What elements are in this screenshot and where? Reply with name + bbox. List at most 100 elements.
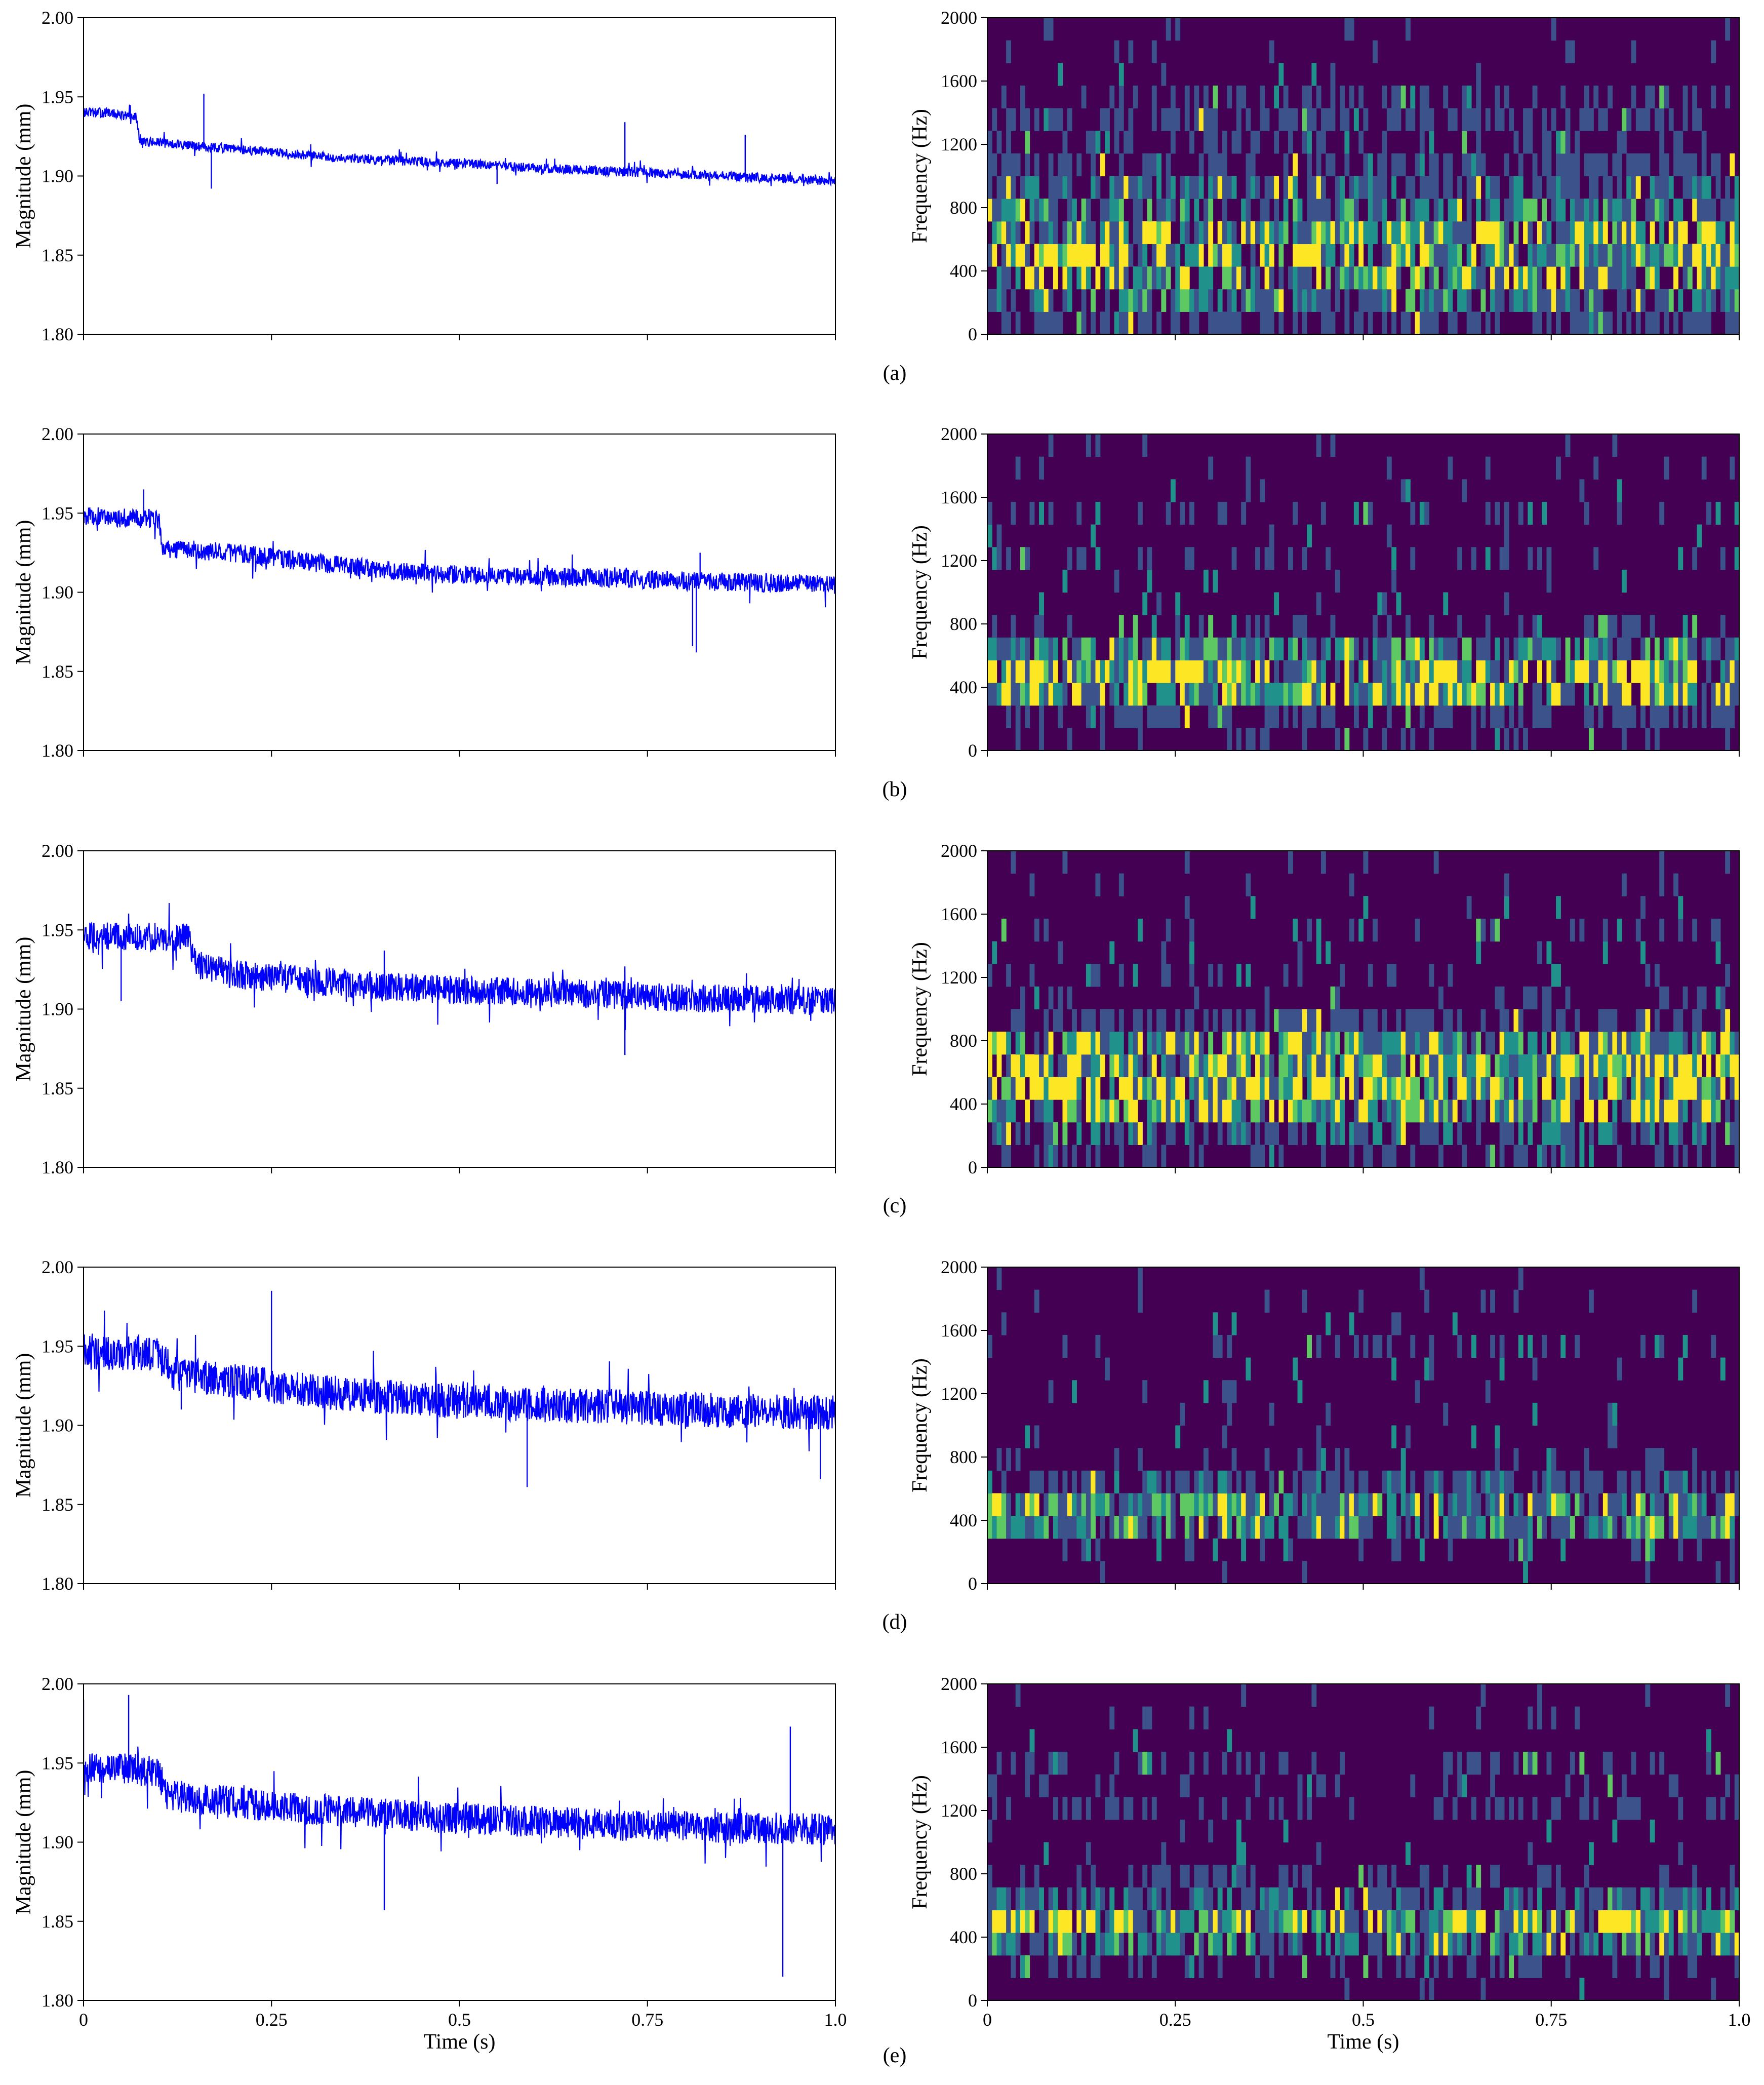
y-tick-label: 1.85 xyxy=(42,661,73,682)
x-tick-label: 0.25 xyxy=(1159,2010,1191,2030)
y-tick-label: 1.90 xyxy=(42,1415,73,1436)
y-axis-label: Magnitude (mm) xyxy=(12,520,35,665)
y-tick-label: 1.90 xyxy=(42,999,73,1019)
y-tick-label: 2.00 xyxy=(42,1257,73,1277)
y-tick-label: 1.80 xyxy=(42,1990,73,2011)
spectrogram-cells xyxy=(987,1684,1740,2001)
x-tick-label: 0.25 xyxy=(256,2010,288,2030)
y-tick-label: 1200 xyxy=(941,550,977,571)
spectrogram-chart: 0 400 800 1200 1600 2000 Frequency (Hz) xyxy=(908,8,1740,344)
y-axis-label: Frequency (Hz) xyxy=(908,525,932,659)
magnitude-chart: 1.80 1.85 1.90 1.95 2.00 0 0.25 0.5 0.75 1.0 Magni… xyxy=(12,1674,847,2054)
y-tick-label: 1200 xyxy=(941,1384,977,1404)
y-tick-label: 1.80 xyxy=(42,1157,73,1177)
panel-label: (c) xyxy=(883,1194,907,1217)
y-tick-label: 1.95 xyxy=(42,1753,73,1773)
y-tick-label: 2000 xyxy=(941,1674,977,1694)
y-tick-label: 1.95 xyxy=(42,920,73,940)
y-tick-label: 1600 xyxy=(941,1320,977,1341)
y-axis-label: Frequency (Hz) xyxy=(908,109,932,243)
magnitude-chart: 1.80 1.85 1.90 1.95 2.00 Magnitude (mm) xyxy=(12,8,836,344)
y-tick-label: 0 xyxy=(968,1990,977,2011)
x-tick-label: 0.5 xyxy=(448,2010,471,2030)
y-tick-label: 2.00 xyxy=(42,424,73,444)
spectrogram-cells xyxy=(987,18,1740,335)
y-tick-label: 1.95 xyxy=(42,87,73,107)
y-axis-label: Frequency (Hz) xyxy=(908,1358,932,1492)
magnitude-series-line xyxy=(84,1746,835,1867)
panel-label: (a) xyxy=(883,362,907,385)
y-tick-label: 2000 xyxy=(941,1257,977,1277)
y-tick-label: 1.85 xyxy=(42,1078,73,1098)
y-tick-label: 1.90 xyxy=(42,166,73,186)
y-tick-label: 1600 xyxy=(941,71,977,91)
y-tick-label: 400 xyxy=(950,261,977,281)
panel-label: (b) xyxy=(883,778,907,801)
spectrogram-chart: 0 400 800 1200 1600 2000 Frequency (Hz) xyxy=(908,1257,1740,1594)
y-tick-label: 1600 xyxy=(941,904,977,924)
y-tick-label: 1.95 xyxy=(42,503,73,523)
magnitude-chart: 1.80 1.85 1.90 1.95 2.00 Magnitude (mm) xyxy=(12,1257,836,1594)
panel-label: (d) xyxy=(883,1610,907,1634)
y-tick-label: 1.80 xyxy=(42,1573,73,1594)
spectrogram-chart: 0 400 800 1200 1600 2000 0 0.25 0.5 0.75 1.0 Freque… xyxy=(908,1674,1751,2054)
y-tick-label: 1.90 xyxy=(42,1832,73,1853)
x-tick-label: 0.5 xyxy=(1352,2010,1375,2030)
spectrogram-chart: 0 400 800 1200 1600 2000 Frequency (Hz) xyxy=(908,424,1740,761)
y-tick-label: 1200 xyxy=(941,967,977,988)
y-tick-label: 1600 xyxy=(941,1737,977,1757)
y-tick-label: 0 xyxy=(968,1157,977,1177)
y-tick-label: 400 xyxy=(950,677,977,697)
y-tick-label: 1.90 xyxy=(42,582,73,603)
spectrogram-cells xyxy=(987,1267,1740,1584)
spectrogram-chart: 0 400 800 1200 1600 2000 Frequency (Hz) xyxy=(908,841,1740,1177)
y-axis-label: Magnitude (mm) xyxy=(12,1353,35,1498)
left-plot-frame xyxy=(83,434,836,751)
y-tick-label: 800 xyxy=(950,1447,977,1467)
magnitude-series-line xyxy=(84,507,835,608)
y-tick-label: 1600 xyxy=(941,487,977,507)
y-tick-label: 1200 xyxy=(941,1800,977,1821)
x-tick-label: 0 xyxy=(983,2010,992,2030)
left-plot-frame xyxy=(83,1267,836,1584)
magnitude-chart: 1.80 1.85 1.90 1.95 2.00 Magnitude (mm) xyxy=(12,841,836,1177)
y-tick-label: 2.00 xyxy=(42,8,73,28)
left-plot-frame xyxy=(83,1683,836,2001)
y-tick-label: 0 xyxy=(968,1573,977,1594)
y-tick-label: 2000 xyxy=(941,424,977,444)
spectrogram-cells xyxy=(987,434,1740,751)
y-tick-label: 800 xyxy=(950,614,977,634)
magnitude-series-line xyxy=(84,1310,835,1451)
y-tick-label: 1.85 xyxy=(42,1494,73,1515)
y-tick-label: 0 xyxy=(968,740,977,761)
y-tick-label: 400 xyxy=(950,1510,977,1530)
magnitude-series-line xyxy=(84,902,835,1030)
y-tick-label: 2000 xyxy=(941,8,977,28)
y-tick-label: 1.95 xyxy=(42,1336,73,1356)
y-tick-label: 1.85 xyxy=(42,1911,73,1932)
x-tick-label: 0.75 xyxy=(1535,2010,1567,2030)
panel-label: (e) xyxy=(883,2044,907,2067)
y-axis-label: Magnitude (mm) xyxy=(12,104,35,249)
y-tick-label: 1200 xyxy=(941,134,977,154)
y-axis-label: Magnitude (mm) xyxy=(12,1770,35,1915)
y-tick-label: 800 xyxy=(950,198,977,218)
y-tick-label: 1.85 xyxy=(42,245,73,265)
y-tick-label: 400 xyxy=(950,1094,977,1114)
y-axis-label: Magnitude (mm) xyxy=(12,937,35,1082)
y-tick-label: 0 xyxy=(968,324,977,344)
y-tick-label: 2.00 xyxy=(42,841,73,861)
y-tick-label: 800 xyxy=(950,1031,977,1051)
y-tick-label: 2000 xyxy=(941,841,977,861)
x-tick-label: 1.0 xyxy=(824,2010,847,2030)
x-tick-label: 0.75 xyxy=(631,2010,663,2030)
y-tick-label: 800 xyxy=(950,1864,977,1884)
magnitude-chart: 1.80 1.85 1.90 1.95 2.00 Magnitude (mm) xyxy=(12,424,836,761)
y-tick-label: 400 xyxy=(950,1927,977,1947)
y-tick-label: 1.80 xyxy=(42,740,73,761)
spectrogram-cells xyxy=(987,851,1740,1168)
x-axis-label: Time (s) xyxy=(424,2030,496,2054)
y-tick-label: 2.00 xyxy=(42,1674,73,1694)
x-tick-label: 1.0 xyxy=(1728,2010,1751,2030)
